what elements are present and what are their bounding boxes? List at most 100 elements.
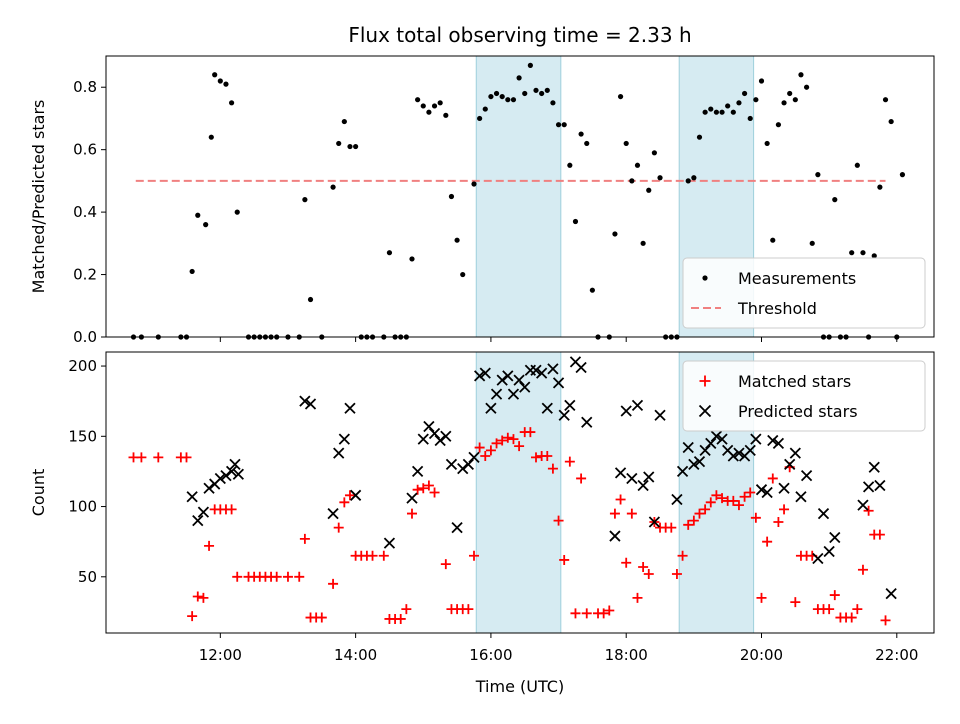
data-point xyxy=(717,493,728,504)
data-point xyxy=(700,504,711,515)
data-point xyxy=(271,571,282,582)
y-axis-label: Matched/Predicted stars xyxy=(29,100,48,294)
chart-title: Flux total observing time = 2.33 h xyxy=(348,23,691,47)
y-axis-label: Count xyxy=(29,469,48,517)
data-point xyxy=(609,530,621,542)
data-point xyxy=(457,462,469,475)
data-point xyxy=(598,608,609,619)
data-point xyxy=(632,592,643,603)
data-point xyxy=(750,433,762,445)
data-point xyxy=(409,256,415,262)
data-point xyxy=(634,162,641,168)
data-point xyxy=(682,441,694,454)
data-point xyxy=(429,487,440,498)
data-point xyxy=(406,492,418,504)
data-point xyxy=(784,458,796,471)
data-point xyxy=(671,493,683,506)
data-point xyxy=(330,184,336,190)
data-point xyxy=(420,103,426,109)
data-point xyxy=(646,187,652,193)
data-point xyxy=(440,430,452,442)
data-point xyxy=(702,109,708,115)
data-point xyxy=(462,458,474,471)
data-point xyxy=(559,554,570,565)
data-point xyxy=(615,494,626,505)
data-point xyxy=(539,90,545,97)
data-point xyxy=(775,122,782,128)
data-point xyxy=(778,482,790,494)
data-point xyxy=(815,172,821,178)
data-point xyxy=(513,374,525,386)
y-tick-label: 0.6 xyxy=(73,141,97,159)
data-point xyxy=(868,461,880,473)
data-point xyxy=(302,197,308,203)
data-point xyxy=(710,430,723,442)
data-point xyxy=(522,90,528,97)
data-point xyxy=(232,571,243,582)
data-point xyxy=(657,175,663,181)
data-point xyxy=(519,381,531,393)
data-point xyxy=(347,143,353,150)
data-point xyxy=(800,470,813,482)
data-point xyxy=(696,134,703,140)
data-point xyxy=(849,250,855,256)
y-tick-label: 50 xyxy=(78,568,97,586)
data-point xyxy=(496,374,508,386)
data-point xyxy=(725,103,731,109)
data-point xyxy=(555,122,562,128)
y-tick-label: 0.2 xyxy=(73,266,97,284)
data-point xyxy=(739,491,750,502)
data-point xyxy=(499,93,505,100)
data-point xyxy=(208,134,214,140)
data-point xyxy=(744,444,756,456)
data-point xyxy=(203,482,215,494)
data-point xyxy=(621,557,632,568)
data-point xyxy=(708,106,714,112)
data-point xyxy=(773,517,784,528)
data-point xyxy=(885,588,897,600)
data-point xyxy=(474,442,485,453)
data-point xyxy=(544,87,550,93)
data-point xyxy=(304,398,317,410)
data-point xyxy=(338,433,350,445)
data-point xyxy=(728,495,739,506)
data-point xyxy=(575,361,587,374)
data-point xyxy=(747,115,753,122)
data-point xyxy=(699,444,711,456)
data-point xyxy=(418,483,429,494)
data-point xyxy=(711,490,722,501)
data-point xyxy=(412,484,423,495)
plot-frame xyxy=(105,55,935,338)
data-point xyxy=(899,172,906,178)
data-point xyxy=(541,402,553,414)
shaded-interval xyxy=(475,55,562,338)
data-point xyxy=(671,568,682,579)
x-tick-label: 22:00 xyxy=(875,646,918,664)
data-point xyxy=(415,97,421,103)
data-point xyxy=(426,109,432,115)
data-point xyxy=(344,490,355,501)
data-point xyxy=(762,536,773,547)
data-point xyxy=(798,72,804,78)
data-point xyxy=(612,231,618,237)
data-point xyxy=(531,452,542,463)
y-tick-label: 150 xyxy=(68,427,97,445)
data-point xyxy=(212,72,218,78)
data-point xyxy=(756,592,767,603)
data-point xyxy=(705,497,716,508)
data-point xyxy=(448,193,455,200)
data-point xyxy=(423,420,435,433)
data-point xyxy=(454,237,460,243)
data-point xyxy=(383,537,396,549)
data-point xyxy=(626,472,638,485)
legend-label: Measurements xyxy=(738,269,856,288)
x-tick-label: 18:00 xyxy=(605,646,648,664)
y-tick-label: 100 xyxy=(68,498,97,516)
data-point xyxy=(153,452,164,463)
data-point xyxy=(629,178,635,184)
data-point xyxy=(234,209,240,215)
data-point xyxy=(186,491,198,503)
data-point xyxy=(651,150,657,156)
data-point xyxy=(567,162,573,168)
data-point xyxy=(880,615,891,626)
